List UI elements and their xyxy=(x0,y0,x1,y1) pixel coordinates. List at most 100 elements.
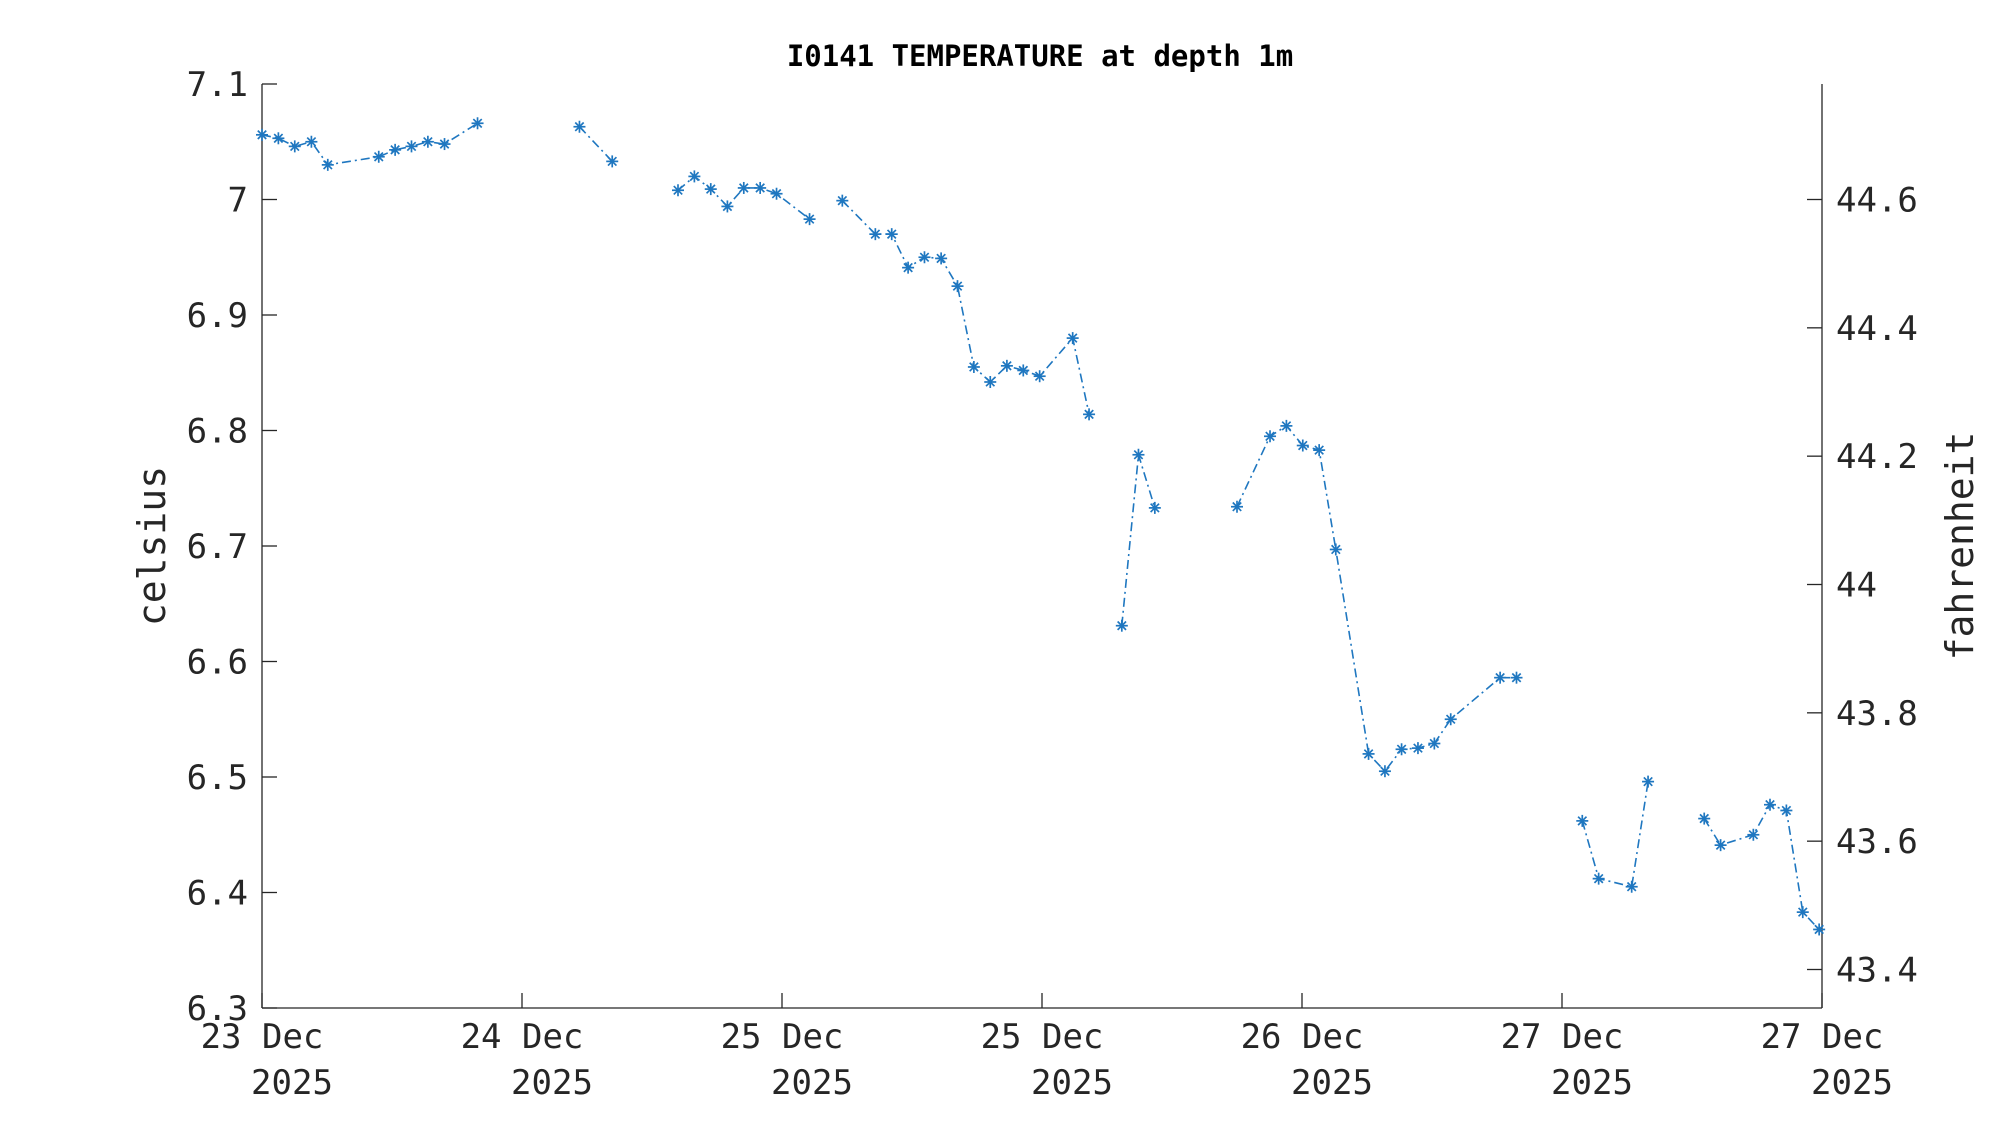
data-point-marker xyxy=(471,117,484,130)
data-point-marker xyxy=(573,120,586,133)
data-point-marker xyxy=(967,360,980,373)
series-line-segment xyxy=(1236,424,1517,773)
data-point-marker xyxy=(902,261,915,274)
y2-tick-label: 44.2 xyxy=(1836,437,1918,477)
y-tick-label: 7 xyxy=(228,181,248,221)
y-axis-title: celsius xyxy=(130,466,174,626)
data-point-marker xyxy=(935,252,948,265)
y-tick-label: 6.8 xyxy=(187,412,248,452)
y2-tick-label: 43.8 xyxy=(1836,694,1918,734)
data-point-marker xyxy=(704,183,717,196)
data-point-marker xyxy=(1231,500,1243,513)
data-point-marker xyxy=(321,158,334,171)
data-point-marker xyxy=(1698,812,1711,825)
y2-axis-title: fahrenheit xyxy=(1938,432,1982,661)
data-point-marker xyxy=(1115,619,1128,632)
data-point-marker xyxy=(1444,713,1457,726)
data-point-marker xyxy=(1780,804,1793,817)
data-point-marker xyxy=(1083,408,1096,421)
data-point-marker xyxy=(389,143,402,156)
data-point-marker xyxy=(951,280,964,293)
x-tick-label-date: 27 Dec xyxy=(1501,1017,1624,1057)
data-point-marker xyxy=(1592,872,1605,885)
x-tick-label-year: 2025 xyxy=(1031,1063,1113,1103)
data-point-marker xyxy=(1362,747,1375,760)
data-point-marker xyxy=(754,181,767,194)
data-point-marker xyxy=(288,140,301,153)
data-point-marker xyxy=(1642,775,1655,788)
y-tick-label: 6.5 xyxy=(187,758,248,798)
data-point-marker xyxy=(438,138,451,151)
data-point-marker xyxy=(918,251,931,264)
data-point-marker xyxy=(305,135,318,148)
data-point-marker xyxy=(836,194,849,207)
data-point-marker xyxy=(885,228,898,241)
data-point-marker xyxy=(869,228,882,241)
data-point-marker xyxy=(721,200,734,213)
data-point-marker xyxy=(1033,370,1046,383)
series-line-segment xyxy=(1581,781,1649,888)
data-point-marker xyxy=(606,155,619,168)
data-point-marker xyxy=(1576,814,1589,827)
y-tick-label: 7.1 xyxy=(187,65,248,105)
x-tick-label-date: 25 Dec xyxy=(721,1017,844,1057)
data-point-marker xyxy=(984,375,997,388)
data-point-marker xyxy=(1264,430,1277,443)
data-point-marker xyxy=(1378,765,1391,778)
data-point-marker xyxy=(1329,543,1342,556)
data-point-marker xyxy=(803,213,816,226)
y2-tick-label: 44.6 xyxy=(1836,181,1918,221)
series-line-segment xyxy=(1121,454,1156,626)
data-point-marker xyxy=(272,132,285,145)
x-tick-label-date: 27 Dec xyxy=(1761,1017,1884,1057)
y-tick-label: 6.7 xyxy=(187,527,248,567)
data-point-marker xyxy=(1313,444,1326,457)
data-point-marker xyxy=(1296,439,1309,452)
x-tick-label-year: 2025 xyxy=(1811,1063,1893,1103)
series-line-segment xyxy=(841,200,1090,415)
data-point-marker xyxy=(1764,798,1776,811)
x-tick-label-year: 2025 xyxy=(1291,1063,1373,1103)
data-point-marker xyxy=(1280,419,1293,432)
y-tick-label: 6.4 xyxy=(187,874,248,914)
axes: 6.3 6.4 6.5 6.6 6.7 6.8 6.9 7 7.1 43.4 43.6 43.8 44 4… xyxy=(187,65,1918,1103)
x-tick-label-year: 2025 xyxy=(771,1063,853,1103)
x-tick-label-date: 25 Dec xyxy=(981,1017,1104,1057)
y2-tick-label: 44.4 xyxy=(1836,309,1918,349)
data-point-marker xyxy=(1494,671,1507,684)
data-point-marker xyxy=(688,170,701,183)
y2-tick-label: 43.6 xyxy=(1836,822,1918,862)
data-point-marker xyxy=(770,187,783,200)
x-tick-label-date: 23 Dec xyxy=(201,1017,324,1057)
data-point-marker xyxy=(405,140,418,153)
x-tick-label-year: 2025 xyxy=(511,1063,593,1103)
data-point-marker xyxy=(1132,448,1145,461)
data-point-marker xyxy=(672,184,684,197)
x-tick-label-year: 2025 xyxy=(1551,1063,1633,1103)
data-point-marker xyxy=(1148,501,1161,514)
plot-area xyxy=(256,117,1826,936)
data-point-marker xyxy=(1813,923,1826,936)
data-point-marker xyxy=(372,150,385,163)
data-point-marker xyxy=(1411,742,1424,755)
y-tick-label: 6.3 xyxy=(187,989,248,1029)
data-point-marker xyxy=(1747,828,1760,841)
data-point-marker xyxy=(1017,364,1030,377)
data-point-marker xyxy=(421,135,434,148)
data-point-marker xyxy=(1428,737,1441,750)
data-point-marker xyxy=(737,181,750,194)
y-tick-label: 6.6 xyxy=(187,643,248,683)
data-point-marker xyxy=(1714,839,1727,852)
data-point-marker xyxy=(256,128,268,141)
data-point-marker xyxy=(1510,671,1523,684)
x-tick-label-year: 2025 xyxy=(251,1063,333,1103)
data-point-marker xyxy=(1625,880,1638,893)
series-line-segment xyxy=(578,126,613,162)
data-point-marker xyxy=(1395,743,1408,756)
y2-tick-label: 44 xyxy=(1836,566,1877,606)
y-tick-label: 6.9 xyxy=(187,296,248,336)
y2-tick-label: 43.4 xyxy=(1836,951,1918,991)
x-tick-label-date: 26 Dec xyxy=(1241,1017,1364,1057)
data-point-marker xyxy=(1066,332,1079,345)
